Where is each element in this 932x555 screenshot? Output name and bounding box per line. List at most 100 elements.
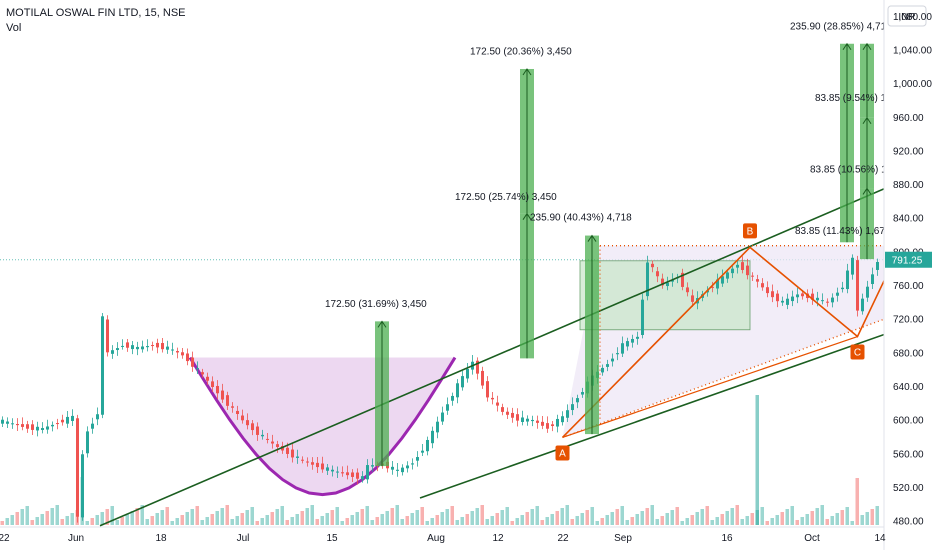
measure-label: 172.50 (20.36%) 3,450 (470, 47, 572, 58)
candle-body (536, 421, 539, 423)
x-tick-label: 15 (326, 533, 338, 544)
candle-body (206, 377, 209, 381)
candle-body (306, 462, 309, 463)
volume-bar (336, 507, 340, 525)
candle-body (126, 342, 129, 347)
volume-label[interactable]: Vol (6, 21, 186, 36)
candle-body (401, 468, 404, 472)
x-tick-label: 22 (557, 533, 569, 544)
volume-bar (301, 511, 305, 525)
candle-body (351, 472, 354, 476)
volume-bar (156, 513, 160, 525)
candle-body (216, 386, 219, 393)
candle-body (836, 293, 839, 296)
volume-bar (576, 516, 580, 525)
consolidation-box (580, 261, 750, 330)
volume-bar (586, 510, 590, 525)
symbol-title[interactable]: MOTILAL OSWAL FIN LTD, 15, NSE (6, 6, 186, 21)
x-tick-label: 14 (874, 533, 886, 544)
candle-body (91, 424, 94, 429)
candle-body (841, 288, 844, 289)
candle-body (851, 258, 854, 275)
volume-bar (356, 512, 360, 525)
candle-body (876, 262, 879, 270)
volume-bar (641, 511, 645, 525)
y-tick-label: 680.00 (893, 348, 924, 359)
volume-bar (836, 513, 840, 525)
candle-body (121, 346, 124, 347)
volume-bar (261, 518, 265, 525)
candle-body (171, 350, 174, 351)
volume-bar (816, 508, 820, 525)
candle-body (796, 294, 799, 297)
volume-bar (306, 508, 310, 525)
volume-bar (571, 519, 575, 525)
candle-body (146, 346, 149, 347)
volume-bar (116, 520, 120, 525)
volume-bar (566, 505, 570, 525)
volume-bar (171, 521, 175, 525)
volume-bar (11, 515, 15, 525)
volume-bar (526, 512, 530, 525)
candle-body (271, 442, 274, 444)
candle-body (241, 416, 244, 421)
volume-bar (721, 514, 725, 525)
volume-bar (736, 505, 740, 525)
volume-bar (731, 508, 735, 525)
volume-bar (321, 516, 325, 525)
candle-body (196, 368, 199, 369)
volume-bar (441, 512, 445, 525)
volume-bar (741, 519, 745, 525)
volume-bar (636, 514, 640, 525)
volume-bar (291, 517, 295, 525)
volume-bar (366, 506, 370, 525)
volume-bar (431, 518, 435, 525)
x-tick-label: 16 (721, 533, 733, 544)
volume-bar (746, 516, 750, 525)
y-tick-label: 960.00 (893, 113, 924, 124)
volume-bar (601, 518, 605, 525)
candle-body (411, 463, 414, 464)
candle-body (191, 358, 194, 367)
volume-bar (491, 516, 495, 525)
candle-body (826, 302, 829, 303)
volume-bar (776, 515, 780, 525)
candle-body (21, 424, 24, 427)
volume-bar (346, 518, 350, 525)
candle-body (81, 454, 84, 517)
volume-bar (371, 520, 375, 525)
candle-body (346, 472, 349, 475)
volume-bar (631, 517, 635, 525)
candle-body (66, 417, 69, 424)
volume-bar (191, 509, 195, 525)
volume-bar (331, 510, 335, 525)
volume-bar (311, 505, 315, 525)
volume-bar (36, 517, 40, 525)
candle-body (626, 341, 629, 346)
volume-bar (426, 521, 430, 525)
candle-body (571, 404, 574, 410)
volume-bar (126, 514, 130, 525)
volume-bar (856, 478, 860, 525)
x-tick-label: Sep (614, 533, 632, 544)
volume-bar (361, 509, 365, 525)
y-tick-label: 840.00 (893, 214, 924, 225)
candle-body (341, 472, 344, 473)
candle-body (431, 431, 434, 443)
candle-body (46, 426, 49, 429)
candle-body (36, 427, 39, 431)
x-tick-label: Oct (804, 533, 820, 544)
candle-body (861, 299, 864, 312)
volume-bar (481, 505, 485, 525)
candle-body (176, 351, 179, 352)
candle-body (246, 420, 249, 425)
volume-bar (541, 520, 545, 525)
candle-body (1, 420, 4, 424)
volume-bar (176, 518, 180, 525)
candle-body (391, 467, 394, 470)
measure-label: 172.50 (25.74%) 3,450 (455, 192, 557, 203)
candle-body (436, 422, 439, 433)
candle-body (766, 287, 769, 293)
candle-body (131, 345, 134, 349)
